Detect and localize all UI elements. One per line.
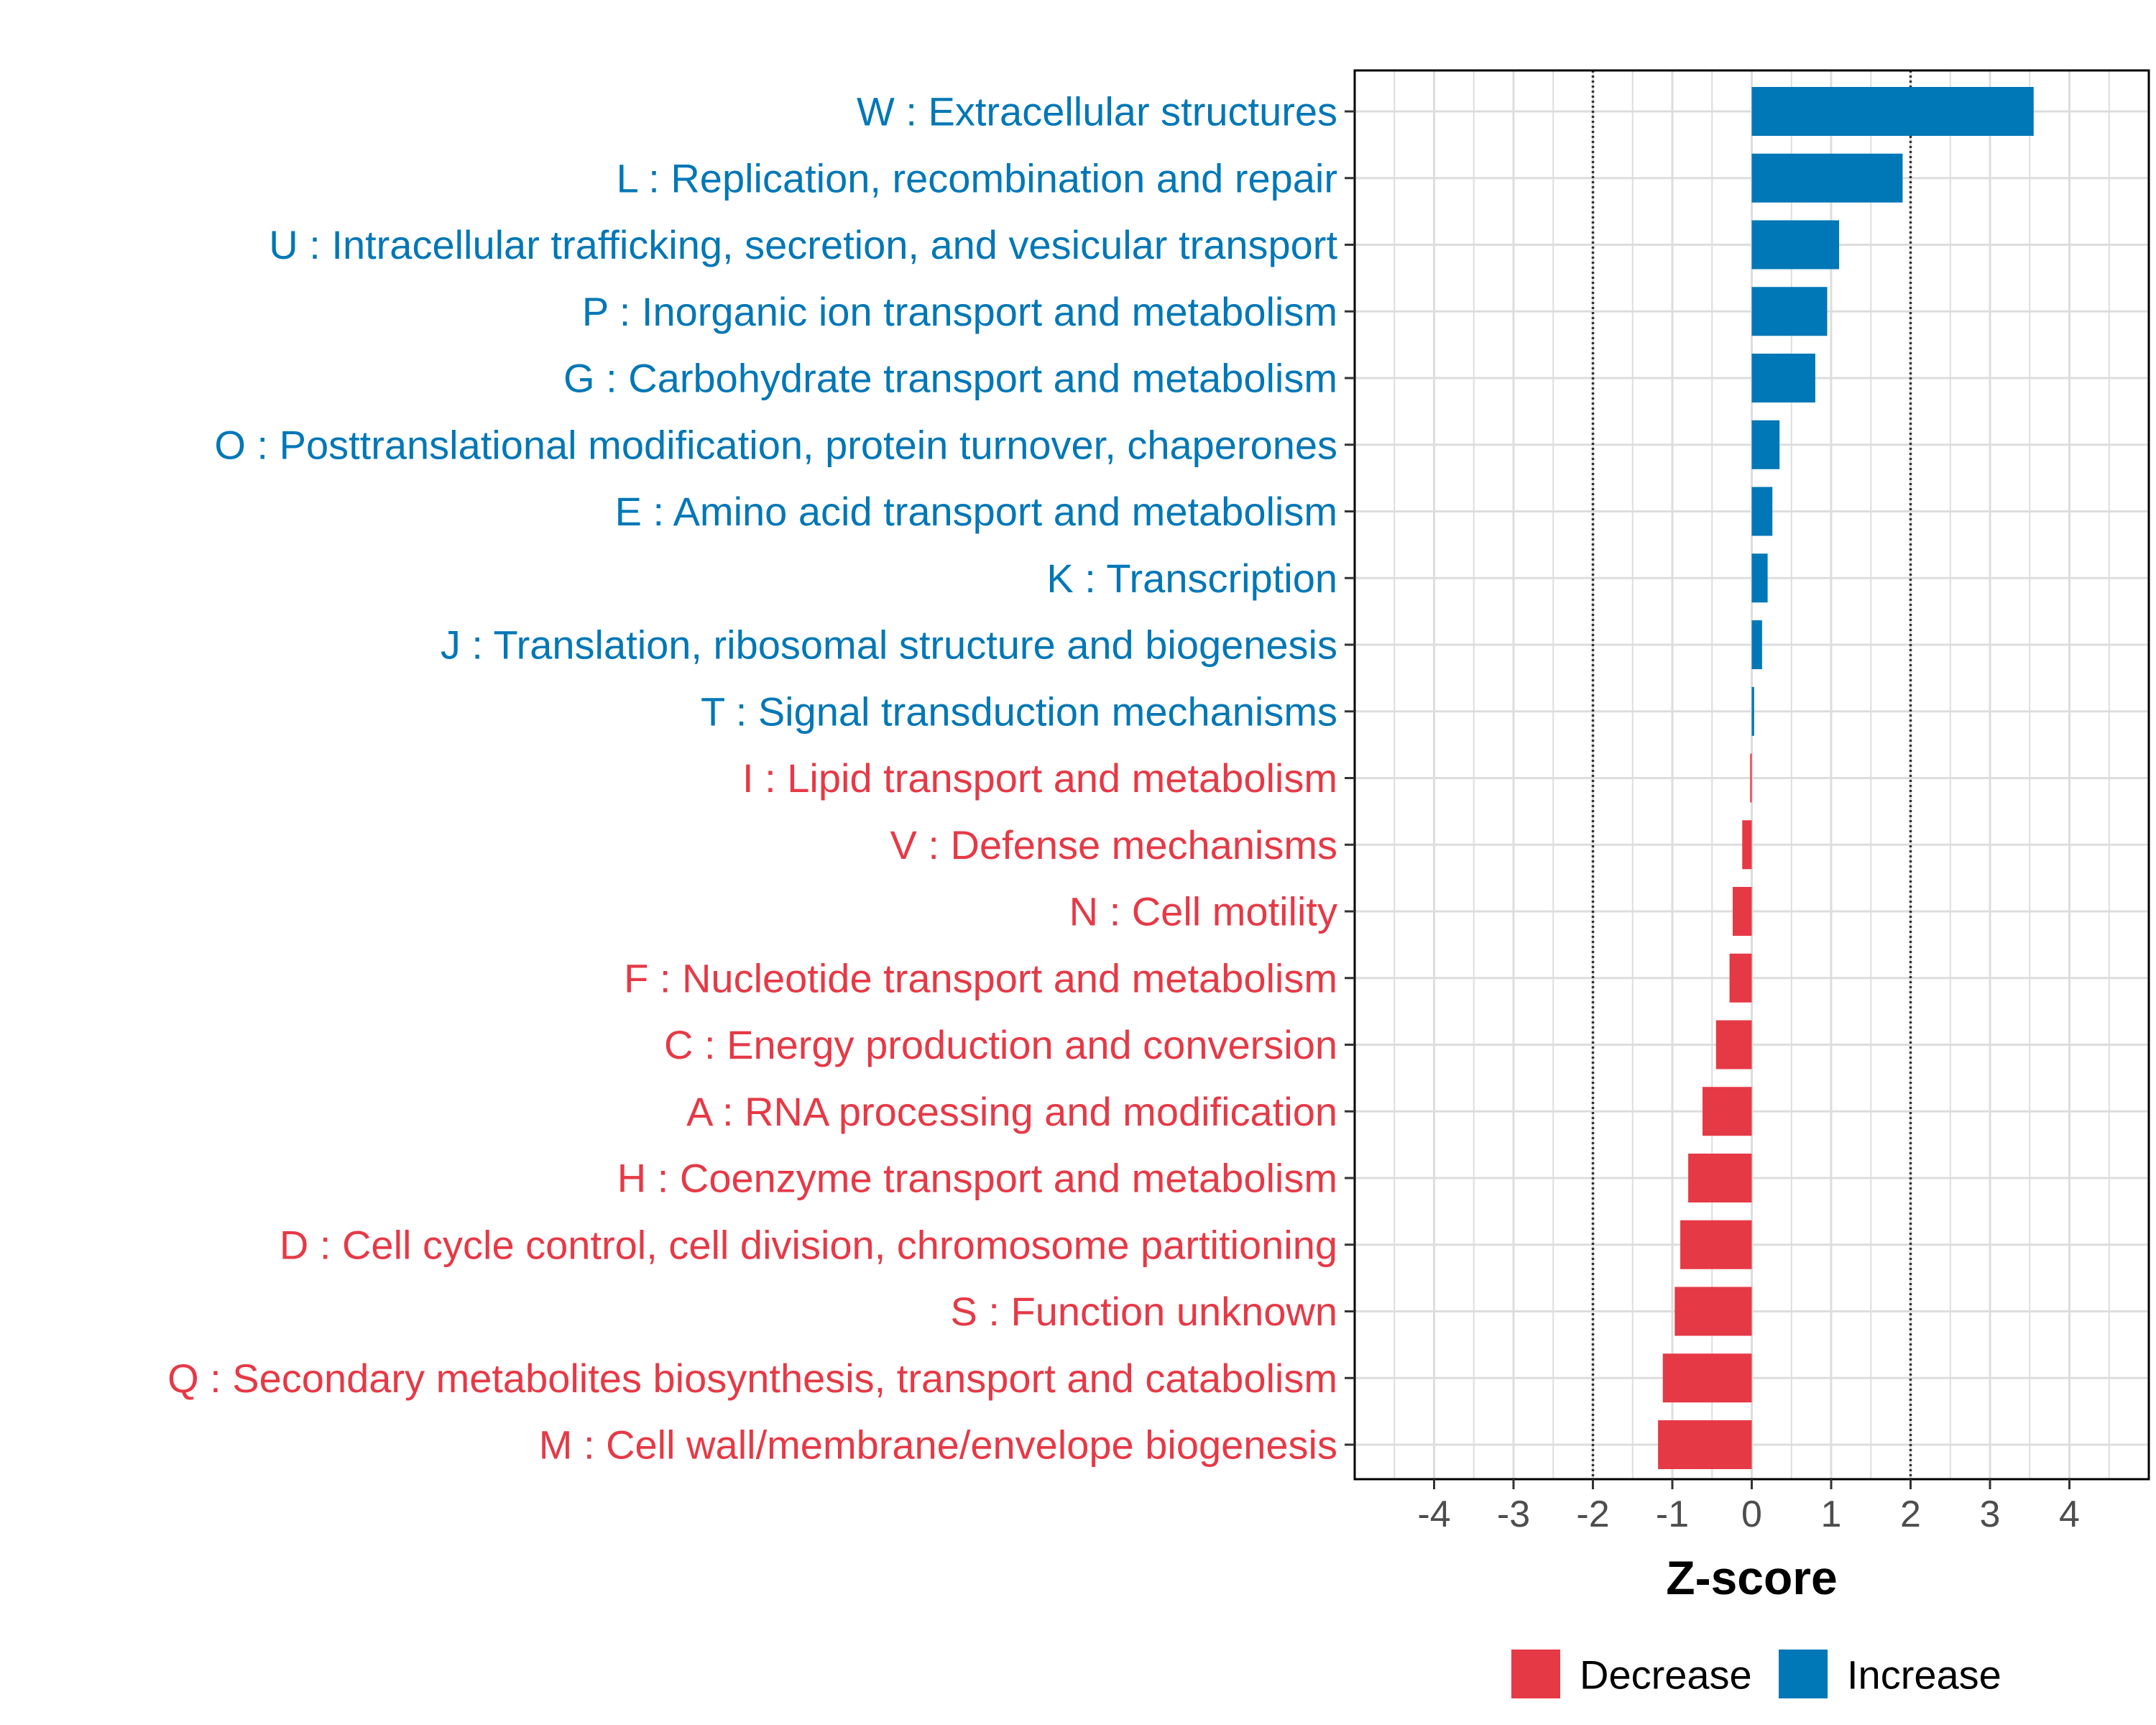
bar (1662, 1353, 1752, 1403)
legend-swatch (1511, 1650, 1560, 1698)
legend-label: Decrease (1580, 1652, 1752, 1698)
category-label: L : Replication, recombination and repai… (617, 155, 1337, 201)
y-axis-ticks (1345, 110, 1355, 1446)
x-tick-label: -2 (1576, 1494, 1609, 1535)
category-label: S : Function unknown (950, 1289, 1337, 1334)
category-label: P : Inorganic ion transport and metaboli… (582, 289, 1337, 334)
bar (1750, 753, 1752, 803)
category-label: Q : Secondary metabolites biosynthesis, … (167, 1356, 1337, 1401)
bar (1702, 1087, 1752, 1136)
bar (1751, 420, 1780, 469)
category-labels: W : Extracellular structures L : Replicat… (167, 89, 1337, 1468)
category-label: J : Translation, ribosomal structure and… (441, 622, 1337, 668)
bar (1751, 620, 1762, 669)
bar (1674, 1287, 1752, 1336)
bar (1688, 1154, 1752, 1202)
category-label: G : Carbohydrate transport and metabolis… (563, 356, 1337, 401)
bar (1658, 1420, 1752, 1469)
category-label: O : Posttranslational modification, prot… (214, 422, 1337, 467)
legend-label: Increase (1847, 1652, 2001, 1698)
category-label: I : Lipid transport and metabolism (742, 755, 1337, 801)
x-axis-title: Z-score (1666, 1551, 1837, 1604)
reference-lines (1591, 70, 1912, 1479)
category-label: T : Signal transduction mechanisms (701, 689, 1337, 734)
category-label: U : Intracellular trafficking, secretion… (269, 222, 1337, 267)
category-label: K : Transcription (1046, 556, 1337, 601)
category-label: M : Cell wall/membrane/envelope biogenes… (539, 1422, 1337, 1468)
x-tick-label: -4 (1417, 1494, 1450, 1535)
bar (1751, 686, 1754, 736)
category-label: V : Defense mechanisms (890, 822, 1337, 868)
bar (1751, 153, 1903, 203)
bar (1729, 953, 1752, 1003)
bar (1751, 87, 2034, 136)
category-label: D : Cell cycle control, cell division, c… (280, 1222, 1337, 1267)
bar (1751, 354, 1815, 402)
x-tick-label: 4 (2059, 1494, 2080, 1535)
bar (1715, 1020, 1752, 1070)
legend-swatch (1779, 1650, 1828, 1698)
x-tick-label: 1 (1821, 1494, 1842, 1535)
x-tick-label: -3 (1497, 1494, 1530, 1535)
x-tick-labels: -4 -3 -2 -1 0 1 2 3 4 (1417, 1494, 2080, 1535)
bar (1751, 487, 1773, 536)
bar (1751, 553, 1768, 603)
x-tick-label: 0 (1741, 1494, 1762, 1535)
bar (1680, 1220, 1752, 1269)
bar (1751, 220, 1840, 270)
category-label: A : RNA processing and modification (686, 1089, 1337, 1134)
x-tick-label: -1 (1656, 1494, 1689, 1535)
x-tick-label: 2 (1900, 1494, 1921, 1535)
bar (1732, 887, 1752, 936)
bar (1742, 820, 1752, 870)
category-label: H : Coenzyme transport and metabolism (617, 1156, 1337, 1201)
category-label: E : Amino acid transport and metabolism (615, 489, 1337, 534)
bar (1751, 287, 1828, 336)
category-label: C : Energy production and conversion (664, 1022, 1337, 1067)
category-label: W : Extracellular structures (857, 89, 1337, 134)
bars (1658, 87, 2034, 1469)
category-label: F : Nucleotide transport and metabolism (624, 955, 1337, 1000)
legend: Decrease Increase (1511, 1650, 2001, 1698)
x-axis-ticks (1433, 1479, 2070, 1489)
category-label: N : Cell motility (1069, 889, 1337, 934)
x-tick-label: 3 (1980, 1494, 2001, 1535)
